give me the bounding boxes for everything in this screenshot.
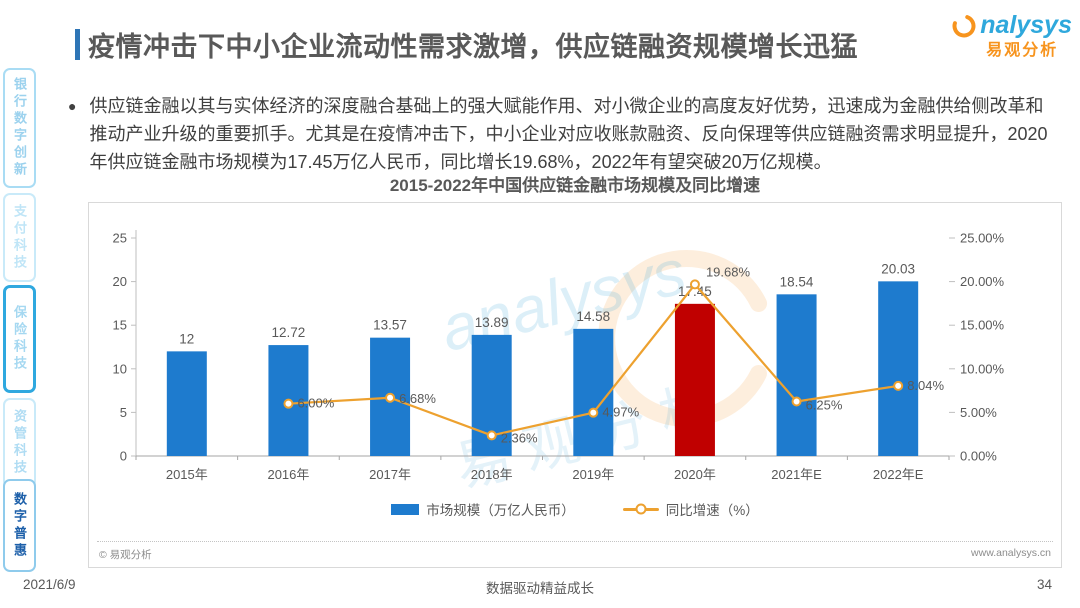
svg-text:12: 12 bbox=[179, 331, 194, 346]
svg-text:6.25%: 6.25% bbox=[806, 398, 843, 413]
svg-text:2018年: 2018年 bbox=[471, 467, 513, 482]
svg-text:6.00%: 6.00% bbox=[297, 396, 334, 411]
title-accent-bar bbox=[75, 29, 80, 60]
page-title: 疫情冲击下中小企业流动性需求激增，供应链融资规模增长迅猛 bbox=[88, 32, 858, 62]
svg-text:25: 25 bbox=[113, 231, 127, 246]
svg-text:8.04%: 8.04% bbox=[907, 378, 944, 393]
svg-text:2017年: 2017年 bbox=[369, 467, 411, 482]
svg-text:4.97%: 4.97% bbox=[602, 405, 639, 420]
svg-text:19.68%: 19.68% bbox=[706, 264, 751, 279]
sidebar-tab-label: 银行数字创新 bbox=[12, 77, 27, 179]
chart-legend: 市场规模（万亿人民币） 同比增速（%） bbox=[89, 499, 1061, 519]
chart-copyright: © 易观分析 bbox=[99, 549, 152, 561]
legend-item-market-size: 市场规模（万亿人民币） bbox=[391, 499, 575, 519]
svg-text:2015年: 2015年 bbox=[166, 467, 208, 482]
svg-text:2019年: 2019年 bbox=[572, 467, 614, 482]
svg-text:5: 5 bbox=[120, 405, 127, 420]
svg-text:14.58: 14.58 bbox=[576, 309, 610, 324]
svg-text:13.57: 13.57 bbox=[373, 318, 407, 333]
legend-line-marker bbox=[622, 503, 659, 515]
legend-item-growth: 同比增速（%） bbox=[622, 499, 759, 519]
logo-brand-text: nalysys bbox=[980, 11, 1072, 39]
svg-text:18.54: 18.54 bbox=[780, 274, 814, 289]
legend-bar-label: 市场规模（万亿人民币） bbox=[426, 503, 575, 518]
svg-text:2.36%: 2.36% bbox=[501, 430, 538, 445]
svg-text:5.00%: 5.00% bbox=[960, 405, 997, 420]
svg-text:25.00%: 25.00% bbox=[960, 231, 1005, 246]
svg-text:10: 10 bbox=[113, 361, 127, 376]
sidebar-tab-2[interactable]: 支付科技 bbox=[3, 193, 36, 282]
footer-date: 2021/6/9 bbox=[23, 577, 76, 592]
footer-slogan: 数据驱动精益成长 bbox=[486, 581, 594, 596]
insight-bullet: ● 供应链金融以其与实体经济的深度融合基础上的强大赋能作用、对小微企业的高度友好… bbox=[68, 92, 1060, 176]
svg-text:12.72: 12.72 bbox=[272, 325, 306, 340]
sidebar-tab-label: 资管科技 bbox=[12, 409, 27, 477]
svg-text:0.00%: 0.00% bbox=[960, 449, 997, 464]
svg-text:2022年E: 2022年E bbox=[873, 467, 924, 482]
market-size-chart: 0 5 10 15 20 25 0.00% 5.00% 10.00% 15.00% 20.00% 25… bbox=[113, 230, 1005, 482]
analysys-swirl-icon bbox=[952, 14, 976, 38]
svg-text:6.68%: 6.68% bbox=[399, 391, 436, 406]
svg-text:2020年: 2020年 bbox=[674, 467, 716, 482]
insight-paragraph: 供应链金融以其与实体经济的深度融合基础上的强大赋能作用、对小微企业的高度友好优势… bbox=[89, 96, 1048, 172]
sidebar-tab-3[interactable]: 保险科技 bbox=[3, 285, 36, 393]
chart-panel: analysys 易观分析 05101520250.00%5.00%10.00%… bbox=[88, 202, 1062, 568]
svg-text:2021年E: 2021年E bbox=[771, 467, 822, 482]
svg-text:10.00%: 10.00% bbox=[960, 361, 1005, 376]
svg-text:0: 0 bbox=[120, 449, 127, 464]
chart-divider bbox=[97, 541, 1053, 542]
svg-text:13.89: 13.89 bbox=[475, 315, 509, 330]
analysys-logo: nalysys 易观分析 bbox=[948, 8, 1072, 60]
sidebar-tab-label: 数字普惠 bbox=[12, 491, 27, 560]
svg-text:15.00%: 15.00% bbox=[960, 318, 1005, 333]
legend-line-label: 同比增速（%） bbox=[665, 503, 759, 518]
bullet-icon: ● bbox=[68, 98, 77, 114]
svg-text:20: 20 bbox=[113, 274, 127, 289]
footer-page-number: 34 bbox=[1036, 577, 1052, 592]
svg-text:20.03: 20.03 bbox=[881, 261, 915, 276]
sidebar-tab-4[interactable]: 资管科技 bbox=[3, 398, 36, 488]
svg-text:15: 15 bbox=[113, 318, 127, 333]
sidebar-tab-1[interactable]: 银行数字创新 bbox=[3, 68, 36, 188]
sidebar-tab-5[interactable]: 数字普惠 bbox=[3, 479, 36, 572]
svg-text:2016年: 2016年 bbox=[267, 467, 309, 482]
legend-bar-swatch bbox=[391, 503, 420, 515]
sidebar-tab-label: 保险科技 bbox=[12, 305, 27, 373]
svg-text:20.00%: 20.00% bbox=[960, 274, 1005, 289]
chart-website: www.analysys.cn bbox=[971, 547, 1051, 559]
sidebar-tab-label: 支付科技 bbox=[12, 203, 27, 272]
chart-title: 2015-2022年中国供应链金融市场规模及同比增速 bbox=[389, 176, 761, 195]
logo-brand-cn: 易观分析 bbox=[986, 42, 1059, 59]
